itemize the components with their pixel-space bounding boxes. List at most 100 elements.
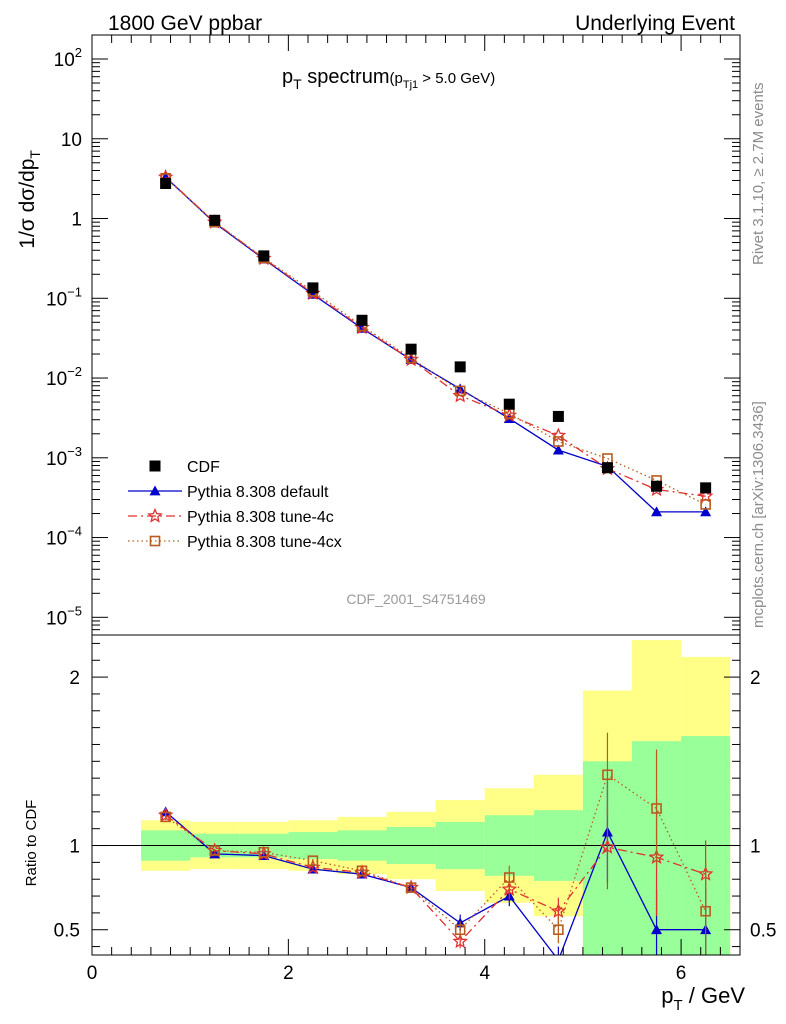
header-left: 1800 GeV ppbar (108, 12, 262, 35)
main-ylabel-sub: T (27, 150, 43, 159)
ratio-marker-2-4 (356, 865, 368, 877)
cdf-point-7 (503, 398, 515, 410)
legend-label-2: Pythia 8.308 tune-4c (187, 509, 334, 526)
main-series-line-2 (165, 176, 706, 497)
ratio-marker-2-2 (258, 846, 270, 858)
ratio-series-line-0 (165, 811, 706, 955)
main-ylabel-text: 1/σ dσ/dp (16, 159, 39, 249)
ratio-marker-0-8 (558, 954, 559, 955)
cdf-point-11 (700, 482, 712, 494)
title-paren-rest: > 5.0 GeV) (418, 70, 495, 87)
ratio-ytick-label-right-1: 1 (750, 837, 761, 858)
cdf-point-0 (160, 177, 172, 189)
main-ytick-exp-1: −4 (67, 524, 82, 539)
cdf-point-9 (601, 462, 613, 474)
mcplots-credit: mcplots.cern.ch [arXiv:1306.3436] (750, 401, 767, 628)
ratio-marker-2-10 (651, 803, 662, 814)
main-marker-1-8 (552, 444, 564, 455)
main-ytick-label-6: 10 (61, 130, 82, 151)
main-data-layer (157, 169, 714, 517)
ratio-marker-1-9 (599, 839, 616, 854)
main-ytick-base-2: 10 (46, 449, 67, 470)
main-ytick-exp-2: −3 (67, 444, 82, 459)
main-ytick-label-3: 10−2 (46, 364, 82, 390)
xlabel-sub: T (673, 997, 682, 1014)
title-paren: (p (390, 70, 403, 87)
ratio-marker-2-7 (503, 872, 515, 883)
ratio-marker-2-0 (160, 811, 171, 823)
cdf-point-2 (258, 250, 270, 262)
ratio-marker-2-8 (553, 924, 564, 936)
ratio-marker-2-5 (405, 882, 417, 893)
legend-marker-3 (149, 535, 161, 547)
main-ytick-exp-3: −2 (67, 364, 82, 379)
ratio-marker-1-7 (501, 881, 518, 896)
xlabel-rest: / GeV (683, 983, 746, 1008)
main-marker-2-11 (697, 488, 714, 503)
main-ytick-label-4: 10−1 (46, 284, 82, 310)
main-ytick-base-7: 10 (54, 50, 75, 71)
main-marker-1-10 (651, 506, 663, 517)
analysis-watermark: CDF_2001_S4751469 (346, 591, 486, 607)
main-ytick-label-7: 102 (54, 45, 82, 71)
title-paren-sub: Tj1 (403, 79, 418, 91)
ratio-marker-2-6 (454, 924, 466, 936)
main-marker-3-8 (553, 436, 564, 447)
legend: CDF Pythia 8.308 default Pythia 8.308 tune… (128, 459, 342, 551)
cdf-point-5 (405, 343, 417, 355)
cdf-point-1 (209, 214, 221, 226)
rivet-credit: Rivet 3.1.10, ≥ 2.7M events (750, 83, 767, 266)
main-ytick-base-6: 10 (61, 130, 82, 151)
main-marker-3-6 (454, 385, 466, 397)
cdf-point-3 (307, 282, 319, 294)
main-ylabel: 1/σ dσ/dpT (16, 150, 43, 249)
main-ytick-label-0: 10−5 (46, 603, 82, 629)
ratio-plot: 0.5 0.5 1 1 2 2 0 2 4 6 (54, 634, 776, 984)
main-ytick-label-2: 10−3 (46, 444, 82, 470)
cdf-point-10 (651, 480, 663, 492)
title-rest: spectrum (302, 66, 390, 88)
ratio-ytick-label-left-2: 2 (69, 668, 80, 689)
main-marker-3-11 (700, 499, 711, 510)
xlabel-p: p (661, 983, 673, 1008)
ratio-marker-2-11 (700, 905, 711, 917)
ratio-ytick-label-right-0: 0.5 (750, 921, 776, 942)
ratio-ytick-label-left-0: 0.5 (54, 921, 80, 942)
title-p-sub: T (293, 76, 302, 92)
main-title: pT spectrum(pTj1 > 5.0 GeV) (282, 66, 495, 92)
legend-label-1: Pythia 8.308 default (187, 484, 329, 501)
ratio-marker-2-9 (602, 769, 613, 781)
ratio-marker-1-6 (452, 933, 469, 949)
header-right: Underlying Event (575, 12, 735, 35)
ratio-ylabel: Ratio to CDF (23, 800, 40, 887)
ratio-ytick-label-right-2: 2 (750, 668, 761, 689)
ratio-series-line-1 (165, 814, 706, 943)
legend-label-0: CDF (187, 459, 220, 476)
cdf-point-8 (552, 410, 564, 422)
main-marker-2-8 (550, 427, 567, 443)
ratio-ytick-label-left-1: 1 (69, 837, 80, 858)
ratio-marker-1-8 (550, 903, 567, 918)
xtick-label-0: 0 (87, 963, 98, 984)
ratio-marker-0-10 (651, 924, 663, 935)
cdf-point-4 (356, 314, 368, 326)
ratio-series-line-2 (165, 773, 707, 931)
legend-marker-0 (149, 460, 161, 472)
xtick-label-3: 6 (676, 963, 687, 984)
main-ytick-exp-4: −1 (67, 284, 82, 299)
cdf-point-6 (454, 361, 466, 373)
main-marker-1-11 (700, 506, 712, 517)
ratio-marker-0-0 (160, 806, 172, 817)
ratio-data-layer (92, 640, 740, 955)
main-ytick-base-3: 10 (46, 369, 67, 390)
main-ytick-label-5: 1 (71, 210, 82, 231)
xtick-label-2: 4 (479, 963, 490, 984)
main-ytick-label-1: 10−4 (46, 524, 82, 550)
main-series-line-1 (165, 176, 706, 513)
ratio-marker-2-1 (209, 845, 221, 856)
legend-label-3: Pythia 8.308 tune-4cx (187, 534, 342, 551)
xlabel: pT / GeV (661, 983, 745, 1014)
main-ytick-base-0: 10 (46, 608, 67, 629)
